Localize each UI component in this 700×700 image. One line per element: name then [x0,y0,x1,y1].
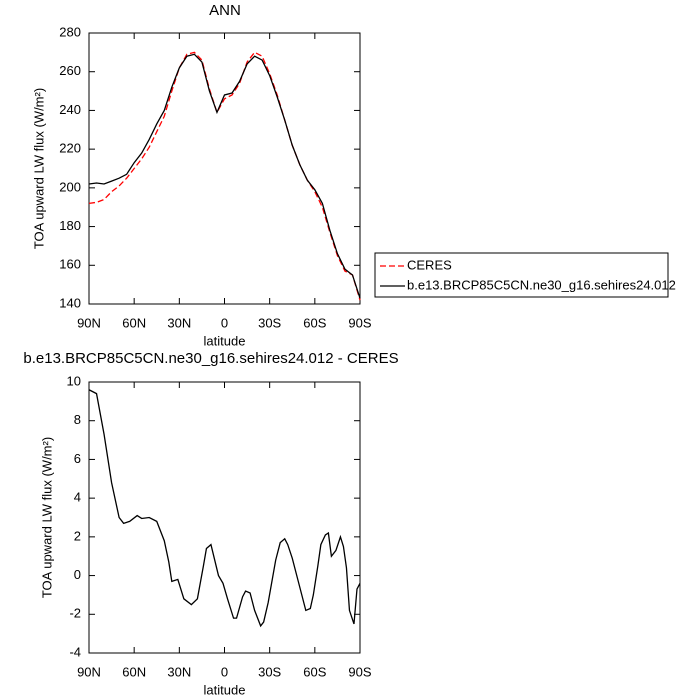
y-tick-label: 280 [59,24,81,39]
x-tick-label: 90S [348,664,371,679]
y-tick-label: 4 [74,490,81,505]
x-tick-label: 90S [348,315,371,330]
y-tick-label: 200 [59,179,81,194]
y-tick-label: -4 [69,644,81,659]
x-tick-label: 60N [122,664,146,679]
x-tick-label: 30N [167,315,191,330]
y-tick-label: 160 [59,257,81,272]
y-tick-label: -2 [69,606,81,621]
data-line [88,51,361,301]
legend-box [374,252,669,298]
x-axis-label: latitude [204,682,246,697]
chart-title: ANN [209,2,241,19]
y-axis-label: TOA upward LW flux (W/m²) [31,88,46,249]
x-tick-label: 0 [221,664,228,679]
y-tick-label: 180 [59,218,81,233]
x-axis-label: latitude [204,333,246,348]
y-tick-label: 220 [59,141,81,156]
y-tick-label: 140 [59,295,81,310]
chart-title: b.e13.BRCP85C5CN.ne30_g16.sehires24.012 … [23,350,398,367]
y-tick-label: 260 [59,63,81,78]
y-tick-label: 0 [74,567,81,582]
x-tick-label: 30N [167,664,191,679]
x-tick-label: 60N [122,315,146,330]
y-tick-label: 8 [74,412,81,427]
y-tick-label: 240 [59,102,81,117]
legend-label: b.e13.BRCP85C5CN.ne30_g16.sehires24.012 [407,277,676,292]
x-tick-label: 30S [258,315,281,330]
data-line [88,53,361,299]
legend-label: CERES [407,257,452,272]
x-tick-label: 90N [77,315,101,330]
data-line [88,389,361,628]
y-tick-label: 2 [74,528,81,543]
y-axis-label: TOA upward LW flux (W/m²) [39,437,54,598]
x-tick-label: 60S [303,664,326,679]
x-tick-label: 60S [303,315,326,330]
y-tick-label: 6 [74,451,81,466]
x-tick-label: 30S [258,664,281,679]
x-tick-label: 90N [77,664,101,679]
x-tick-label: 0 [221,315,228,330]
plot-frame [88,381,361,654]
y-tick-label: 10 [67,373,81,388]
